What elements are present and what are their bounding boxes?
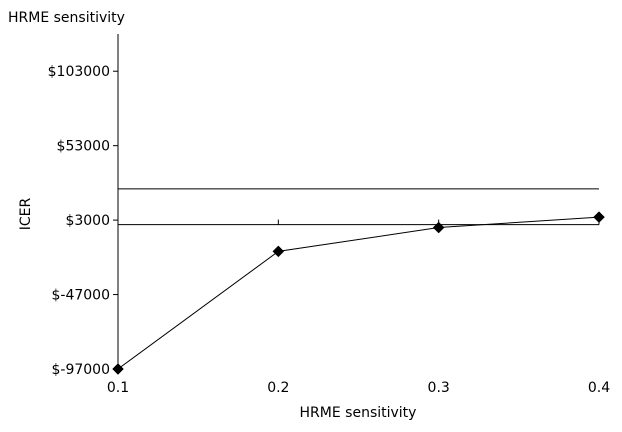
x-axis-label: HRME sensitivity (300, 405, 417, 421)
data-point-diamond (593, 211, 605, 223)
x-tick-label: 0.2 (267, 380, 289, 396)
plot-area: $-97000 $-47000 $3000 $53000 $103000 0.1 0.2 0.… (48, 34, 610, 396)
y-axis-label: ICER (18, 197, 34, 230)
y-tick-label: $-47000 (52, 288, 111, 304)
series-line (117, 216, 600, 370)
y-tick-label: $103000 (48, 64, 110, 80)
x-tick-label: 0.4 (588, 380, 610, 396)
data-point-diamond (112, 363, 124, 375)
data-point-diamond (272, 245, 285, 258)
x-tick-label: 0.3 (428, 380, 450, 396)
y-tick-label: $-97000 (52, 362, 111, 378)
data-point-diamond (432, 221, 445, 234)
chart-title: HRME sensitivity (8, 10, 125, 26)
x-tick-label: 0.1 (107, 380, 129, 396)
y-tick-label: $3000 (65, 213, 110, 229)
y-tick-label: $53000 (57, 139, 110, 155)
